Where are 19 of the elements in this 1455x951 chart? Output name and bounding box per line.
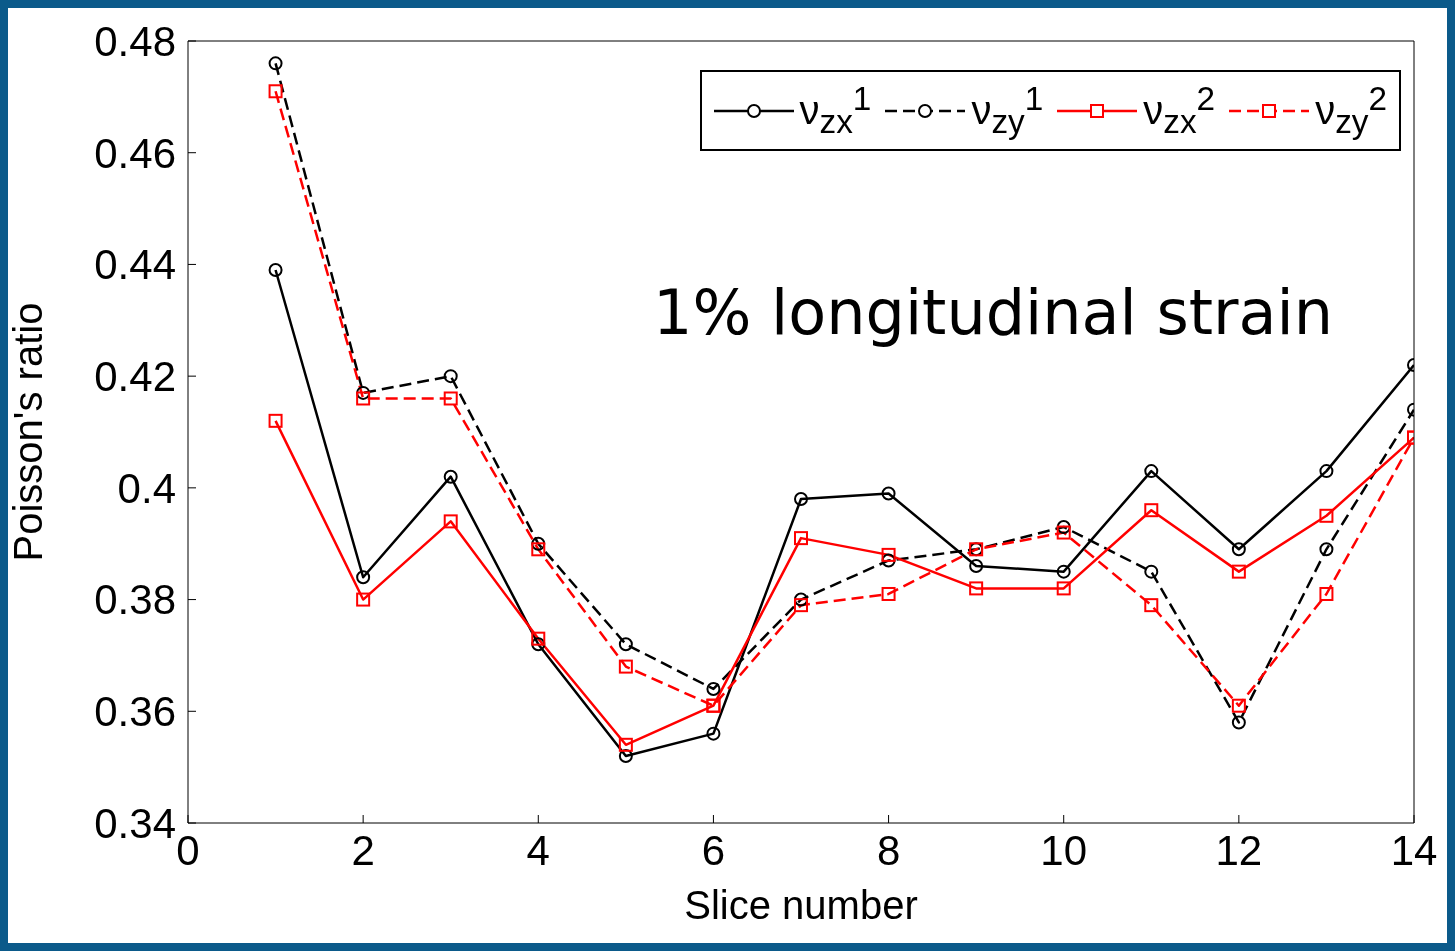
annotation: 1% longitudinal strain <box>653 276 1334 349</box>
x-tick-label: 10 <box>1040 826 1088 874</box>
y-tick-label: 0.34 <box>94 799 176 847</box>
y-tick-label: 0.4 <box>117 464 176 512</box>
x-axis-title: Slice number <box>684 883 918 927</box>
y-tick-label: 0.36 <box>94 688 176 736</box>
y-tick-label: 0.46 <box>94 129 176 177</box>
x-tick-label: 0 <box>176 826 200 874</box>
x-tick-label: 12 <box>1215 826 1263 874</box>
y-tick-label: 0.38 <box>94 576 176 624</box>
x-tick-label: 8 <box>876 826 901 874</box>
x-tick-label: 6 <box>701 826 726 874</box>
y-tick-label: 0.48 <box>94 17 176 65</box>
y-axis-title: Poisson's ratio <box>6 302 51 562</box>
x-tick-label: 4 <box>526 826 550 874</box>
y-tick-label: 0.44 <box>94 241 176 289</box>
x-tick-label: 14 <box>1390 826 1438 874</box>
x-tick-label: 2 <box>351 826 375 874</box>
y-tick-label: 0.42 <box>94 353 176 401</box>
